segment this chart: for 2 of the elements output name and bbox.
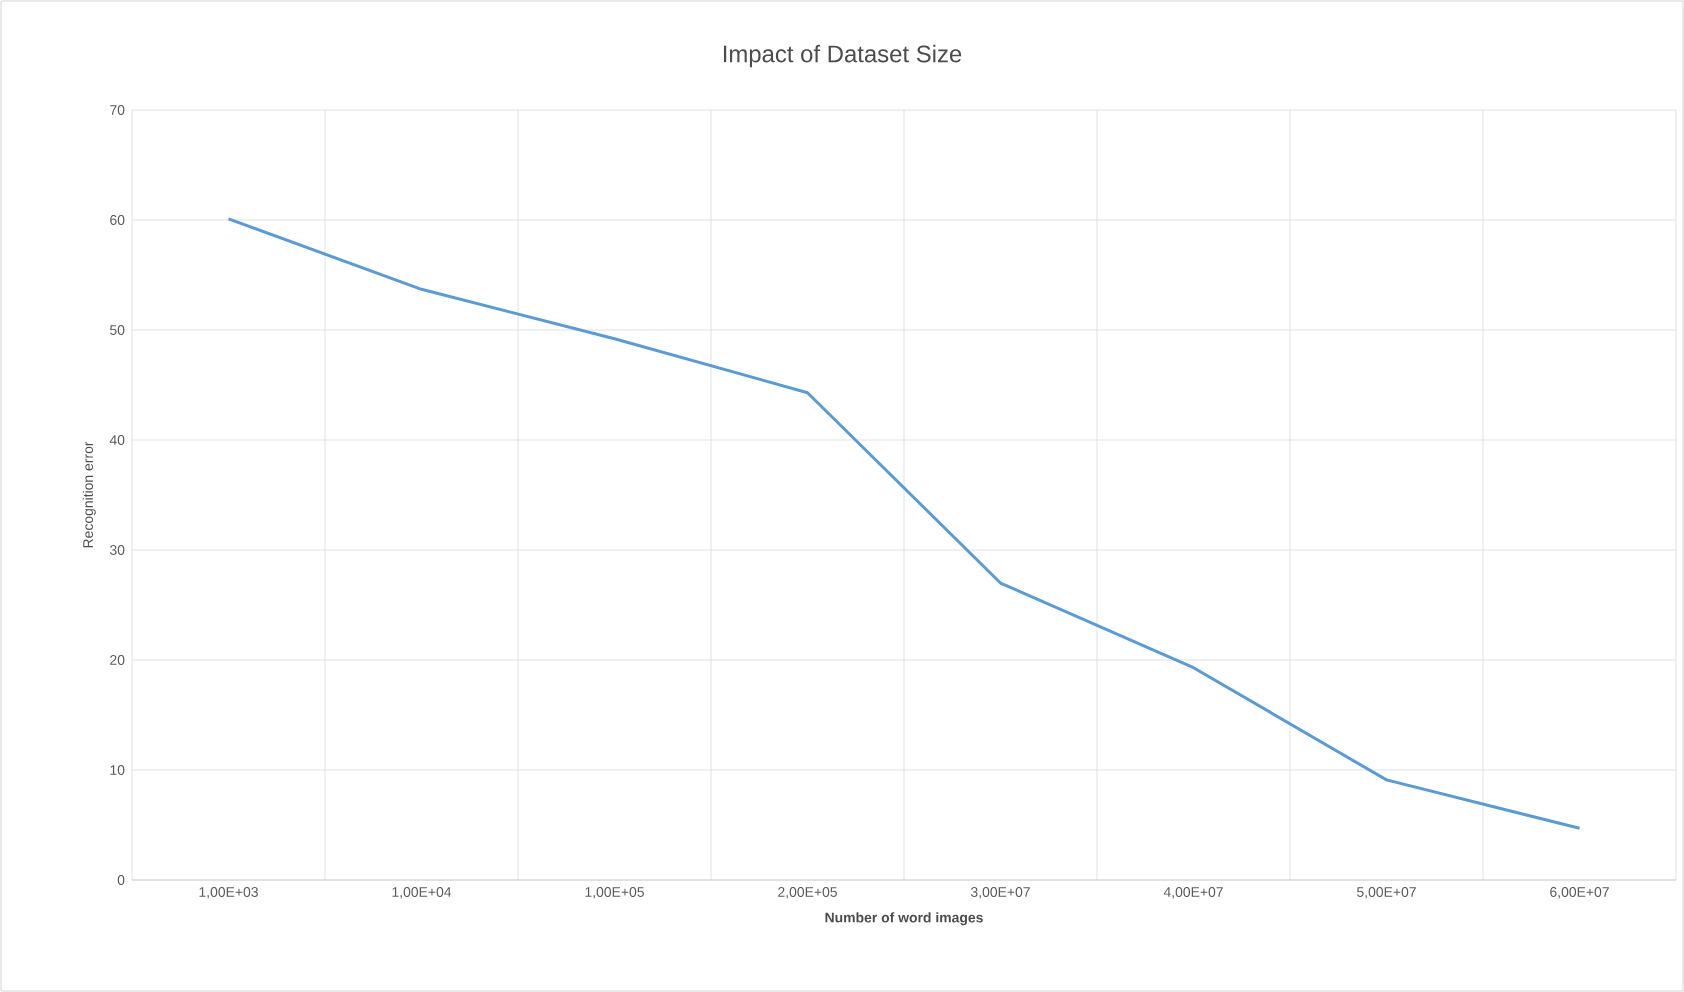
line-series [227,217,1582,830]
chart-title: Impact of Dataset Size [723,44,962,68]
